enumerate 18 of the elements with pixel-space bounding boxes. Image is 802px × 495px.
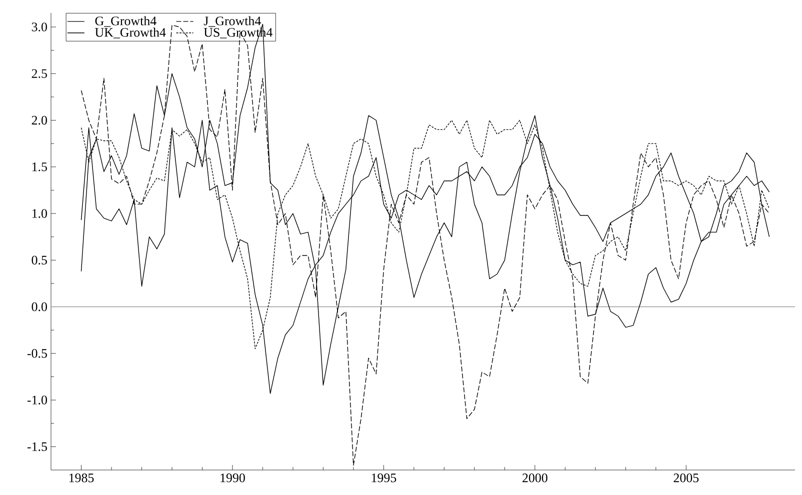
x-tick-label: 2000 xyxy=(522,474,548,482)
y-tick-label: 3.0 xyxy=(32,22,47,32)
x-tick-label: 1985 xyxy=(69,474,94,482)
x-tick-label: 1995 xyxy=(372,474,396,482)
y-tick-label: 0.5 xyxy=(32,256,47,265)
y-tick-label: -0.5 xyxy=(27,349,47,358)
y-tick-label: -1.0 xyxy=(27,396,47,404)
x-tick-label: 1990 xyxy=(220,474,245,482)
legend-label: UK_Growth4 xyxy=(95,28,166,38)
y-tick-label: 2.0 xyxy=(32,116,47,125)
y-tick-label: 1.0 xyxy=(32,209,47,218)
x-tick-label: 2005 xyxy=(674,474,699,482)
y-tick-label: 1.5 xyxy=(32,162,47,172)
legend-label: G_Growth4 xyxy=(95,16,156,27)
legend-label: J_Growth4 xyxy=(204,16,261,27)
y-tick-label: 0.0 xyxy=(32,302,47,312)
y-tick-label: 2.5 xyxy=(32,69,47,78)
y-tick-label: -1.5 xyxy=(27,442,47,452)
